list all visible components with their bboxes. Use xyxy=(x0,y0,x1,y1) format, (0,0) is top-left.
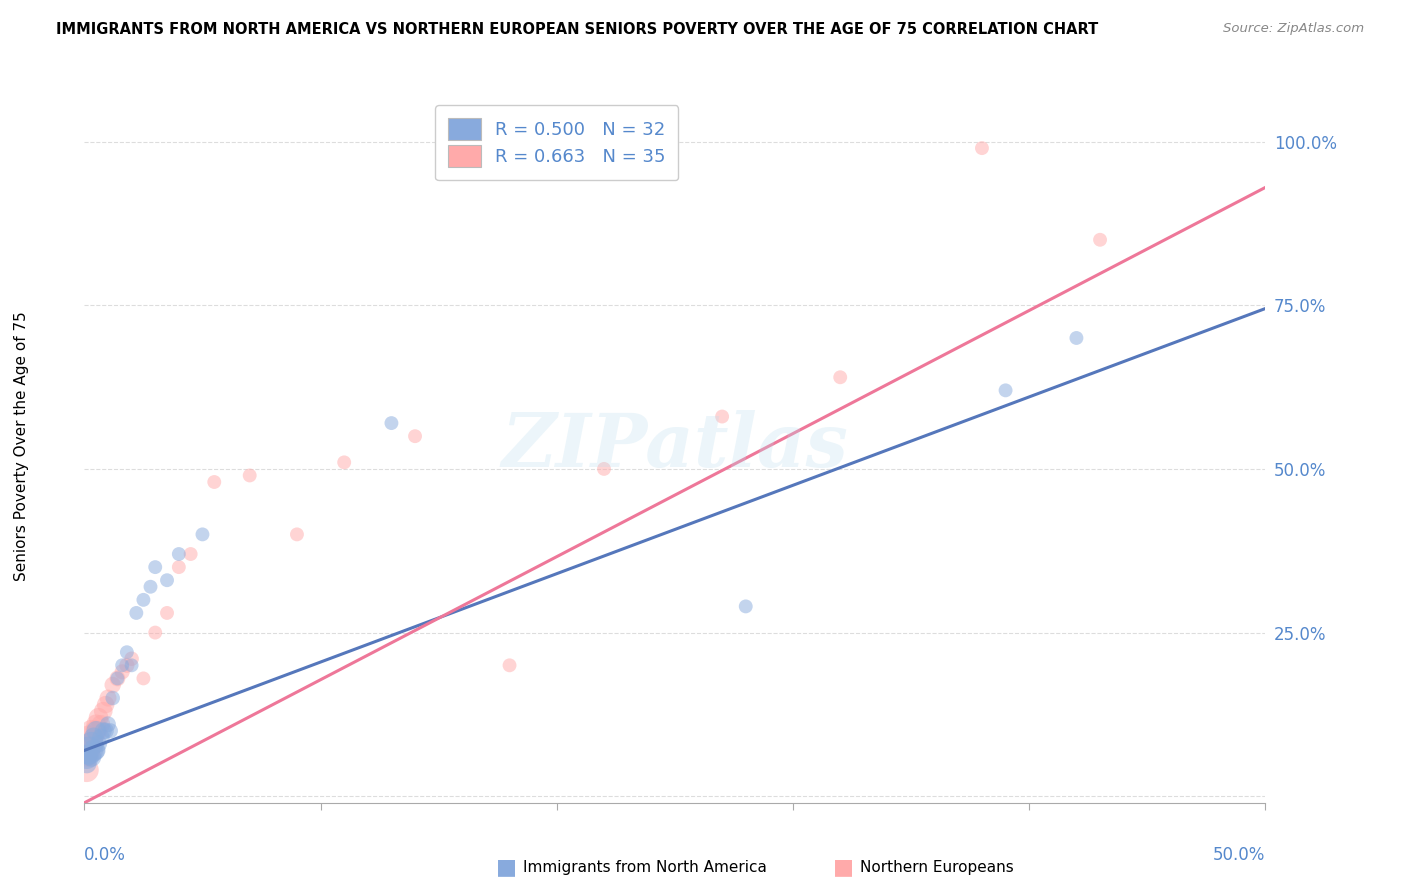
Point xyxy=(91,704,114,718)
Point xyxy=(80,737,103,751)
Point xyxy=(98,723,121,738)
Point xyxy=(90,731,112,745)
Text: ■: ■ xyxy=(834,857,853,877)
Point xyxy=(97,691,120,706)
Point xyxy=(156,573,179,587)
Point xyxy=(84,723,107,738)
Point xyxy=(77,731,100,745)
Point xyxy=(76,756,98,771)
Point xyxy=(404,429,426,443)
Text: Source: ZipAtlas.com: Source: ZipAtlas.com xyxy=(1223,22,1364,36)
Point xyxy=(91,723,114,738)
Point xyxy=(970,141,993,155)
Point xyxy=(101,691,124,706)
Point xyxy=(83,731,105,745)
Point xyxy=(180,547,202,561)
Point xyxy=(333,455,356,469)
Point xyxy=(191,527,214,541)
Point xyxy=(111,658,134,673)
Point xyxy=(1066,331,1088,345)
Point xyxy=(107,672,129,686)
Point xyxy=(87,711,110,725)
Point xyxy=(830,370,852,384)
Text: 0.0%: 0.0% xyxy=(84,846,127,863)
Point xyxy=(143,560,166,574)
Point xyxy=(121,658,143,673)
Point xyxy=(132,672,155,686)
Point xyxy=(593,462,616,476)
Point xyxy=(87,737,110,751)
Point xyxy=(111,665,134,679)
Text: IMMIGRANTS FROM NORTH AMERICA VS NORTHERN EUROPEAN SENIORS POVERTY OVER THE AGE : IMMIGRANTS FROM NORTH AMERICA VS NORTHER… xyxy=(56,22,1098,37)
Point xyxy=(115,658,138,673)
Point xyxy=(107,672,129,686)
Point xyxy=(77,750,100,764)
Point xyxy=(167,560,190,574)
Point xyxy=(84,743,107,757)
Point xyxy=(80,723,103,738)
Point xyxy=(121,652,143,666)
Point xyxy=(94,698,117,712)
Point xyxy=(76,750,98,764)
Point xyxy=(97,717,120,731)
Point xyxy=(139,580,162,594)
Point xyxy=(380,416,402,430)
Point xyxy=(84,723,107,738)
Point xyxy=(77,743,100,757)
Point xyxy=(77,743,100,757)
Point xyxy=(80,737,103,751)
Point xyxy=(115,645,138,659)
Point xyxy=(80,750,103,764)
Point xyxy=(711,409,734,424)
Text: ZIPatlas: ZIPatlas xyxy=(502,409,848,483)
Text: 50.0%: 50.0% xyxy=(1213,846,1265,863)
Text: Seniors Poverty Over the Age of 75: Seniors Poverty Over the Age of 75 xyxy=(14,311,28,581)
Point xyxy=(84,717,107,731)
Point xyxy=(83,731,105,745)
Point xyxy=(76,763,98,777)
Point xyxy=(143,625,166,640)
Point xyxy=(1088,233,1111,247)
Point xyxy=(994,384,1017,398)
Point xyxy=(202,475,225,489)
Point xyxy=(239,468,262,483)
Text: ■: ■ xyxy=(496,857,516,877)
Point xyxy=(734,599,756,614)
Point xyxy=(76,750,98,764)
Text: Immigrants from North America: Immigrants from North America xyxy=(523,860,766,874)
Point xyxy=(90,717,112,731)
Text: Northern Europeans: Northern Europeans xyxy=(860,860,1014,874)
Point xyxy=(167,547,190,561)
Point xyxy=(132,592,155,607)
Point xyxy=(94,723,117,738)
Point xyxy=(83,743,105,757)
Point xyxy=(125,606,148,620)
Point xyxy=(498,658,520,673)
Legend: R = 0.500   N = 32, R = 0.663   N = 35: R = 0.500 N = 32, R = 0.663 N = 35 xyxy=(436,105,678,180)
Point xyxy=(156,606,179,620)
Point xyxy=(101,678,124,692)
Point xyxy=(285,527,308,541)
